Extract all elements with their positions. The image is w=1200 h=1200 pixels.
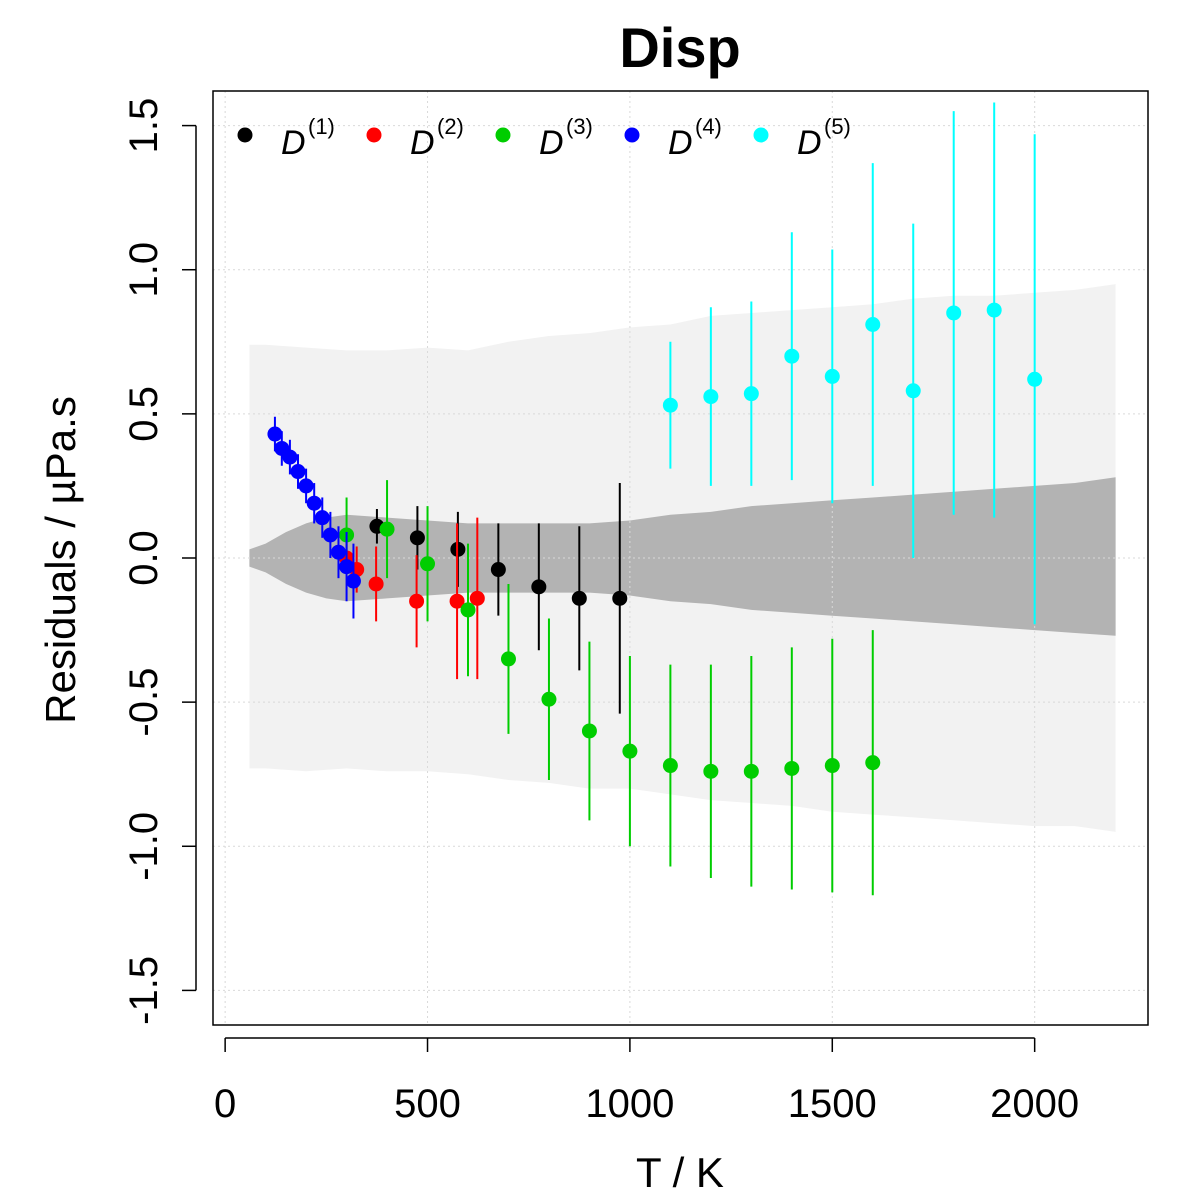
data-point [622, 743, 638, 759]
data-point [784, 760, 800, 776]
legend-marker [495, 127, 511, 143]
x-tick-label: 1500 [788, 1082, 877, 1126]
legend-label-superscript: (3) [566, 114, 593, 139]
legend-label: D [410, 124, 435, 162]
legend-label: D [797, 124, 822, 162]
legend-label-superscript: (1) [308, 114, 335, 139]
data-point [784, 348, 800, 364]
y-tick-label: 1.0 [122, 242, 166, 298]
y-tick-label: -1.0 [122, 812, 166, 881]
y-tick-label: 1.5 [122, 98, 166, 154]
data-point [368, 576, 384, 592]
data-point [905, 383, 921, 399]
data-point [986, 302, 1002, 318]
legend-label-superscript: (2) [437, 114, 464, 139]
data-point [612, 590, 628, 606]
data-point [743, 386, 759, 402]
data-point [865, 317, 881, 332]
data-point [469, 590, 485, 606]
y-tick-label: 0.0 [122, 530, 166, 586]
data-point [1027, 371, 1043, 387]
legend-label-superscript: (5) [824, 114, 851, 139]
data-point [420, 556, 436, 572]
data-point [490, 562, 506, 578]
plot-frame [212, 90, 1149, 1026]
data-point [541, 691, 557, 707]
data-point [290, 464, 306, 480]
legend-label: D [668, 124, 693, 162]
data-point [824, 758, 840, 774]
series-4 [267, 416, 361, 619]
data-point [330, 544, 346, 560]
data-point [379, 521, 395, 537]
data-point [339, 559, 355, 575]
data-point [662, 758, 678, 774]
plot-layers: 0 500 1000 1500 2000 -1.5 -1.0 -0.5 0.0 0.5 1.0 1.5… [122, 90, 1149, 1126]
chart-title: Disp [619, 16, 740, 79]
data-point [298, 478, 314, 494]
series-3 [339, 480, 881, 896]
legend: D (1) D (2) D (3) D (4) D (5) [237, 114, 851, 162]
data-point [314, 510, 330, 526]
data-point [703, 389, 719, 405]
legend-label: D [539, 124, 564, 162]
x-tick-label: 0 [214, 1082, 236, 1126]
data-point [460, 602, 476, 618]
y-tick-label: -0.5 [122, 668, 166, 737]
legend-label: D [281, 124, 306, 162]
data-point [865, 755, 881, 771]
data-point [662, 397, 678, 413]
data-point [531, 579, 547, 595]
legend-marker [237, 127, 253, 143]
data-point [703, 763, 719, 779]
legend-marker [366, 127, 382, 143]
data-point [824, 368, 840, 384]
data-point [571, 590, 587, 606]
legend-marker [624, 127, 640, 143]
y-axis-label: Residuals / µPa.s [37, 396, 84, 724]
data-point [409, 530, 425, 546]
data-point [946, 305, 962, 321]
legend-label-superscript: (4) [695, 114, 722, 139]
x-axis-label: T / K [636, 1149, 724, 1196]
data-point [743, 763, 759, 779]
data-point [581, 723, 597, 739]
y-tick-label: 0.5 [122, 386, 166, 442]
x-tick-label: 1000 [585, 1082, 674, 1126]
data-point [322, 527, 338, 543]
series-5 [662, 102, 1043, 625]
data-point [267, 426, 283, 442]
data-point [449, 593, 465, 609]
x-tick-label: 2000 [990, 1082, 1079, 1126]
data-point [409, 593, 425, 609]
legend-marker [753, 127, 769, 143]
data-point [345, 573, 361, 589]
x-tick-label: 500 [394, 1082, 461, 1126]
data-point [500, 651, 516, 667]
data-point [306, 495, 322, 511]
data-point [282, 449, 298, 465]
y-tick-label: -1.5 [122, 956, 166, 1025]
inner-uncertainty-band [249, 477, 1116, 636]
